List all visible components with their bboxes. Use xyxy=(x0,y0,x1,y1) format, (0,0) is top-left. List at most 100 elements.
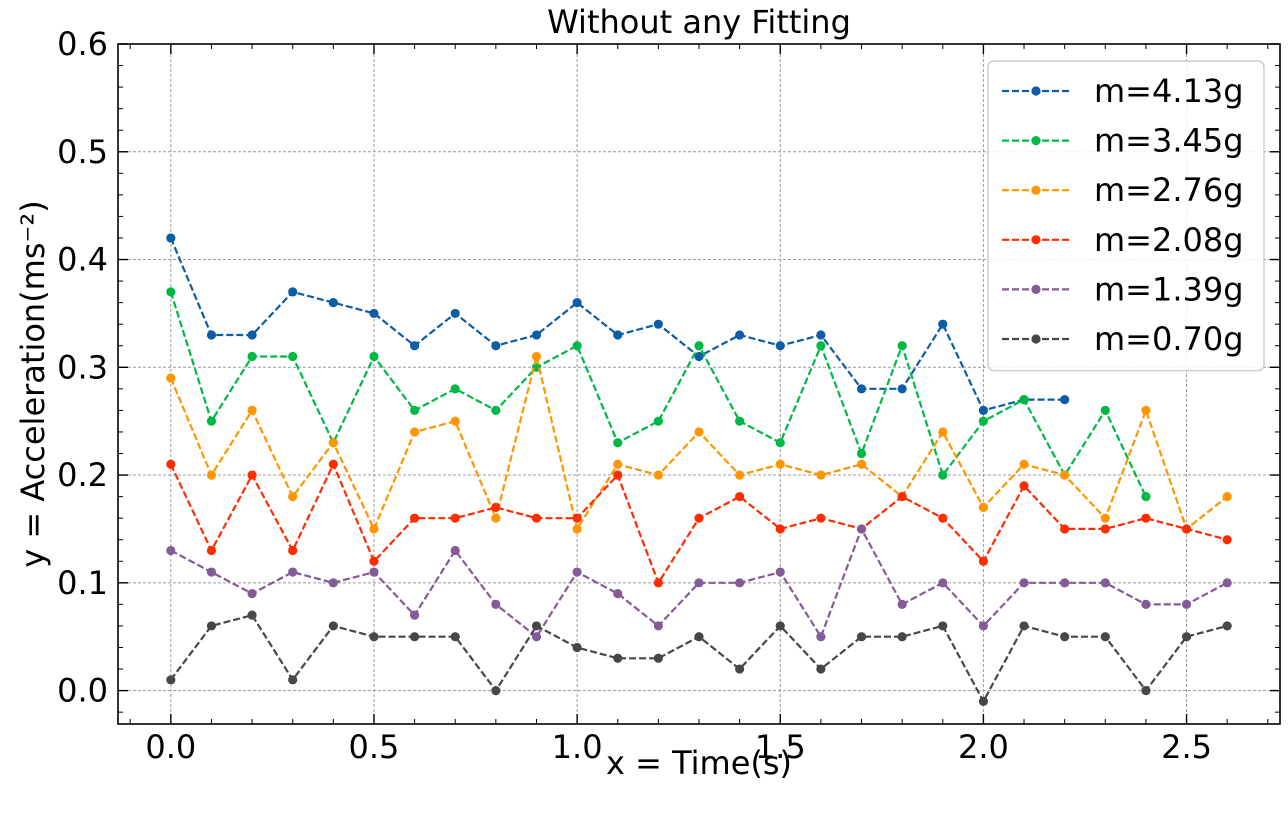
legend-entry: m=2.76g xyxy=(1002,171,1244,209)
data-point xyxy=(328,621,338,631)
data-point xyxy=(653,653,663,663)
legend-entry: m=0.70g xyxy=(1002,320,1244,358)
data-point xyxy=(735,492,745,502)
data-point xyxy=(1141,599,1151,609)
data-point xyxy=(978,556,989,566)
data-point xyxy=(1060,632,1070,642)
series-layer xyxy=(166,233,1232,706)
legend-marker xyxy=(1031,185,1041,195)
data-point xyxy=(369,308,379,319)
data-point xyxy=(288,351,298,362)
series-5 xyxy=(166,610,1232,706)
data-point xyxy=(1019,578,1029,588)
legend-entry: m=2.08g xyxy=(1002,221,1244,259)
data-point xyxy=(369,567,379,577)
legend-label: m=1.39g xyxy=(1094,270,1244,308)
data-point xyxy=(1100,405,1110,416)
data-point xyxy=(938,621,948,631)
data-point xyxy=(450,308,460,319)
data-point xyxy=(572,298,582,308)
data-point xyxy=(450,513,460,523)
data-point xyxy=(816,513,826,523)
data-point xyxy=(613,438,623,448)
legend: m=4.13g m=3.45g m=2.76g m=2.08g m=1.39g m=0.7… xyxy=(987,60,1265,372)
data-point xyxy=(572,341,582,351)
data-point xyxy=(694,427,704,437)
data-point xyxy=(1060,395,1070,405)
legend-entry: m=1.39g xyxy=(1002,270,1244,308)
data-point xyxy=(409,405,420,416)
data-point xyxy=(897,384,907,394)
data-point xyxy=(856,448,867,459)
data-point xyxy=(1222,492,1232,502)
data-point xyxy=(288,287,298,297)
data-point xyxy=(166,459,176,469)
data-point xyxy=(1141,685,1151,696)
data-point xyxy=(288,567,298,577)
chart-title: Without any Fitting xyxy=(547,3,851,41)
data-point xyxy=(653,470,663,480)
data-point xyxy=(491,513,501,523)
data-point xyxy=(816,632,826,642)
data-point xyxy=(247,610,257,620)
y-tick-label: 0.0 xyxy=(57,672,108,710)
data-point xyxy=(206,545,217,556)
data-point xyxy=(653,578,663,588)
data-point xyxy=(978,502,989,512)
x-axis-label: x = Time(s) xyxy=(606,744,792,782)
data-point xyxy=(735,470,745,480)
data-point xyxy=(775,524,785,534)
series-0 xyxy=(166,233,1070,416)
legend-marker xyxy=(1031,334,1041,344)
data-point xyxy=(978,621,989,631)
data-point xyxy=(1060,470,1070,480)
data-point xyxy=(166,675,176,685)
data-point xyxy=(166,287,176,297)
x-tick-label: 1.0 xyxy=(552,728,603,766)
data-point xyxy=(978,696,989,706)
data-point xyxy=(247,470,257,480)
legend-label: m=3.45g xyxy=(1094,122,1244,160)
data-point xyxy=(531,632,542,642)
series-2 xyxy=(166,351,1232,534)
y-tick-label: 0.2 xyxy=(57,456,108,494)
x-tick-label: 1.5 xyxy=(755,728,806,766)
data-point xyxy=(775,621,785,631)
legend-label: m=4.13g xyxy=(1094,72,1244,110)
x-tick-label: 2.5 xyxy=(1161,728,1212,766)
data-point xyxy=(1181,632,1192,642)
legend-marker xyxy=(1031,235,1041,245)
data-point xyxy=(450,545,460,556)
data-point xyxy=(897,492,907,502)
data-point xyxy=(572,524,582,534)
data-point xyxy=(1019,621,1029,631)
data-point xyxy=(409,610,420,620)
data-point xyxy=(206,470,217,480)
data-point xyxy=(978,416,989,426)
data-point xyxy=(1222,621,1232,631)
data-point xyxy=(1019,481,1029,491)
data-point xyxy=(856,459,867,469)
data-point xyxy=(735,330,745,340)
legend-box xyxy=(987,60,1265,372)
data-point xyxy=(735,664,745,674)
data-point xyxy=(572,513,582,523)
data-point xyxy=(816,330,826,340)
data-point xyxy=(409,341,420,351)
data-point xyxy=(694,351,704,362)
data-point xyxy=(409,513,420,523)
data-point xyxy=(531,621,542,631)
data-point xyxy=(1181,524,1192,534)
data-point xyxy=(856,632,867,642)
data-point xyxy=(1181,599,1192,609)
data-point xyxy=(694,632,704,642)
data-point xyxy=(247,351,257,362)
data-point xyxy=(247,589,257,599)
data-point xyxy=(1141,405,1151,416)
legend-label: m=2.76g xyxy=(1094,171,1244,209)
series-line xyxy=(169,613,1228,704)
data-point xyxy=(613,470,623,480)
data-point xyxy=(938,578,948,588)
data-point xyxy=(938,319,948,329)
data-point xyxy=(897,341,907,351)
